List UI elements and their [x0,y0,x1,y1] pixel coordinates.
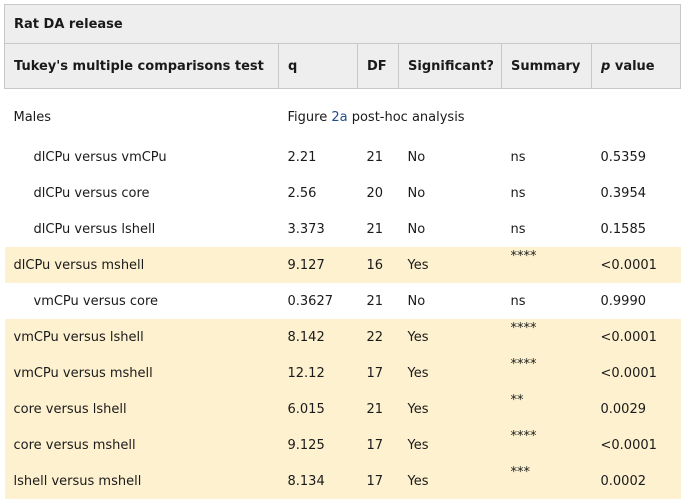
header-q: q [278,43,358,89]
significance-stars: ** [510,392,524,408]
df-cell: 22 [357,319,399,355]
summary-cell: ** [501,391,592,427]
significant-cell: Yes [398,247,502,283]
significant-cell: Yes [398,355,502,391]
p-value-cell: 0.5359 [600,149,647,165]
table-row: core versus mshell 9.125 17 Yes **** <0.0001 [4,427,681,463]
comparison-cell: core versus lshell [4,391,279,427]
significance-stars: *** [510,464,531,480]
df-cell: 21 [366,221,384,237]
significant-cell: Yes [398,319,502,355]
table-row: dlCPu versus lshell 3.373 21 No ns 0.1585 [5,211,681,247]
p-value-cell: 0.0029 [591,391,681,427]
q-cell: 2.21 [287,149,317,165]
summary-cell: **** [501,427,592,463]
df-cell: 17 [357,463,399,499]
summary-cell: **** [501,319,592,355]
p-value-cell: 0.3954 [600,185,647,201]
q-cell: 6.015 [278,391,358,427]
table-caption-row: Rat DA release [3,4,681,44]
summary-cell: ns [510,185,526,201]
p-value-cell: 0.9990 [600,293,647,309]
q-cell: 9.127 [278,247,358,283]
figure-link[interactable]: 2a [331,109,348,125]
significant-cell: No [407,149,426,165]
df-cell: 20 [366,185,384,201]
header-p-value: p value [590,43,681,89]
table-row: dlCPu versus vmCPu 2.21 21 No ns 0.5359 [5,139,681,175]
comparison-cell: vmCPu versus mshell [4,355,279,391]
comparison-cell: dlCPu versus lshell [33,221,156,237]
comparison-cell: vmCPu versus lshell [4,319,279,355]
significant-cell: Yes [398,463,502,499]
section-label: Males [13,109,52,125]
significance-stars: **** [510,248,537,264]
significance-stars: **** [510,428,537,444]
comparison-cell: vmCPu versus core [33,293,159,309]
significant-cell: No [407,185,426,201]
df-cell: 16 [357,247,399,283]
significance-stars: **** [510,356,537,372]
summary-cell: *** [501,463,592,499]
table-caption: Rat DA release [3,4,681,44]
df-cell: 21 [366,149,384,165]
summary-cell: **** [501,355,592,391]
q-cell: 8.142 [278,319,358,355]
df-cell: 21 [357,391,399,427]
section-note: Figure 2a post-hoc analysis [279,89,681,140]
df-cell: 17 [357,355,399,391]
section-note-suffix: post-hoc analysis [347,109,465,125]
summary-cell: **** [501,247,592,283]
table-header-row: Tukey's multiple comparisons test q DF S… [4,43,681,89]
summary-cell: ns [510,293,526,309]
q-cell: 8.134 [278,463,358,499]
comparison-cell: dlCPu versus vmCPu [33,149,167,165]
header-p-suffix: value [610,58,655,74]
p-value-cell: <0.0001 [591,355,681,391]
tukey-results-table: Rat DA release Tukey's multiple comparis… [3,4,681,499]
q-cell: 0.3627 [287,293,334,309]
header-test: Tukey's multiple comparisons test [4,43,279,89]
summary-cell: ns [510,221,526,237]
header-summary: Summary [501,43,592,89]
significant-cell: No [407,293,426,309]
p-value-cell: <0.0001 [591,247,681,283]
table-row: vmCPu versus core 0.3627 21 No ns 0.9990 [5,283,681,319]
results-table-container: Rat DA release Tukey's multiple comparis… [3,4,681,499]
q-cell: 12.12 [278,355,358,391]
header-significant: Significant? [398,43,502,89]
significant-cell: Yes [398,391,502,427]
header-df: DF [357,43,399,89]
q-cell: 9.125 [278,427,358,463]
table-row: dlCPu versus core 2.56 20 No ns 0.3954 [5,175,681,211]
comparison-cell: lshell versus mshell [4,463,279,499]
significance-stars: **** [510,320,537,336]
significant-cell: Yes [398,427,502,463]
comparison-cell: core versus mshell [4,427,279,463]
table-row: vmCPu versus mshell 12.12 17 Yes **** <0.0001 [4,355,681,391]
df-cell: 17 [357,427,399,463]
p-value-cell: 0.0002 [591,463,681,499]
table-row: lshell versus mshell 8.134 17 Yes *** 0.0002 [4,463,681,499]
header-p-italic: p [601,58,611,74]
comparison-cell: dlCPu versus mshell [4,247,279,283]
q-cell: 3.373 [287,221,325,237]
comparison-cell: dlCPu versus core [33,185,150,201]
p-value-cell: <0.0001 [591,319,681,355]
p-value-cell: 0.1585 [600,221,647,237]
df-cell: 21 [366,293,384,309]
summary-cell: ns [510,149,526,165]
q-cell: 2.56 [287,185,317,201]
table-row: dlCPu versus mshell 9.127 16 Yes **** <0.0001 [4,247,681,283]
p-value-cell: <0.0001 [591,427,681,463]
significant-cell: No [407,221,426,237]
table-row: vmCPu versus lshell 8.142 22 Yes **** <0.0001 [4,319,681,355]
table-row: core versus lshell 6.015 21 Yes ** 0.0029 [4,391,681,427]
section-note-prefix: Figure [287,109,332,125]
section-row: Males Figure 2a post-hoc analysis [5,89,681,140]
